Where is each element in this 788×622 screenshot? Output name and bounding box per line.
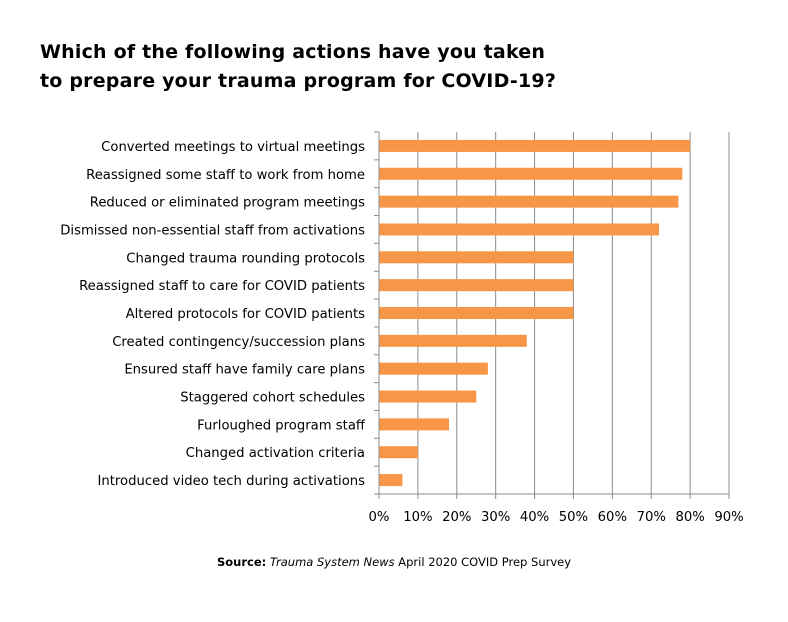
category-label-3: Dismissed non-essential staff from activ… [60,223,365,238]
category-label-0: Converted meetings to virtual meetings [101,140,365,155]
bar-4 [379,251,574,264]
x-tick-label-8: 80% [675,510,704,525]
chart-title-line-2: to prepare your trauma program for COVID… [40,70,557,92]
x-tick-label-2: 20% [442,510,471,525]
category-label-8: Ensured staff have family care plans [124,363,365,378]
x-tick-label-3: 30% [481,510,510,525]
bar-6 [379,307,574,319]
bar-0 [379,139,691,152]
bar-8 [379,362,488,375]
x-tick-label-9: 90% [714,510,743,525]
category-label-12: Introduced video tech during activations [98,474,366,489]
x-tick-label-0: 0% [369,510,390,525]
bar-9 [379,390,477,403]
category-label-4: Changed trauma rounding protocols [126,251,365,266]
category-label-6: Altered protocols for COVID patients [126,307,365,322]
source-label: Source: [216,555,267,569]
bar-11 [379,446,418,459]
bar-2 [379,195,679,208]
bar-5 [379,279,574,292]
category-label-11: Changed activation criteria [186,446,365,461]
chart-title-line-1: Which of the following actions have you … [40,41,546,63]
bar-3 [379,223,659,236]
category-label-5: Reassigned staff to care for COVID patie… [79,279,365,294]
x-tick-label-6: 60% [598,510,627,525]
category-label-1: Reassigned some staff to work from home [86,168,365,183]
category-label-10: Furloughed program staff [197,418,366,433]
source-details: April 2020 COVID Prep Survey [398,555,572,569]
category-label-2: Reduced or eliminated program meetings [90,196,365,211]
x-tick-label-7: 70% [637,510,666,525]
bar-12 [379,474,403,487]
bar-1 [379,167,683,180]
source-publication: Trauma System News [269,555,395,569]
source-note: Source: Trauma System News April 2020 CO… [0,555,788,569]
bar-10 [379,418,449,431]
x-tick-label-1: 10% [403,510,432,525]
x-tick-label-5: 50% [559,510,588,525]
chart-title: Which of the following actions have you … [40,38,556,96]
x-tick-label-4: 40% [520,510,549,525]
bar-7 [379,334,527,347]
category-label-9: Staggered cohort schedules [180,391,365,406]
category-label-7: Created contingency/succession plans [112,335,365,350]
